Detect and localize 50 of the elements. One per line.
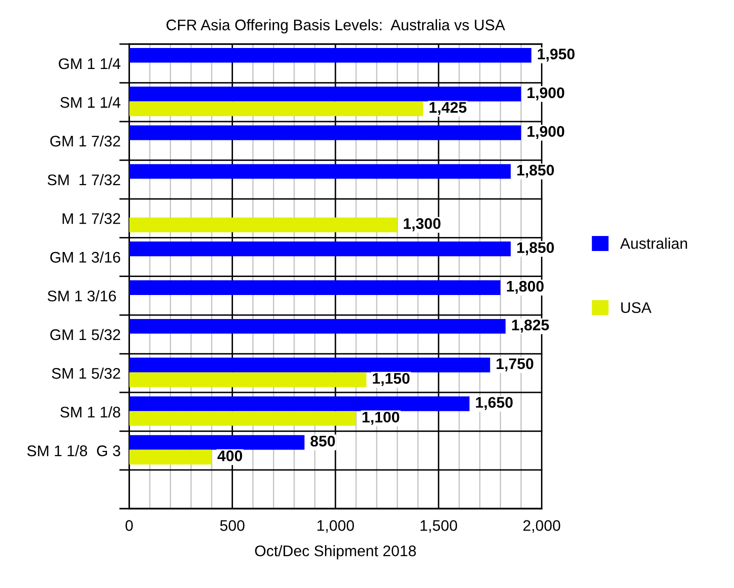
bar [129,280,500,295]
data-label: 1,825 [512,320,549,333]
bar [129,125,522,140]
data-label: 400 [217,450,242,462]
y-tick-label: GM 1 5/32 [50,328,120,340]
bar [129,218,398,232]
data-label: 1,650 [476,397,513,410]
bar [129,164,511,179]
x-tick-label: 1,000 [317,520,354,533]
bar [129,242,511,256]
bar [129,86,522,102]
y-tick-label: SM 1 1/8 [60,406,120,418]
y-tick-label: SM 1 3/16 [48,290,116,302]
x-tick-label: 2,000 [523,520,560,533]
legend-label: Australian [620,238,688,249]
data-label: 1,900 [528,87,564,100]
x-tick-label: 1,500 [420,520,458,533]
data-label: 1,850 [517,164,554,178]
y-tick-label: GM 1 3/16 [50,251,120,263]
data-label: 1,850 [517,242,554,256]
data-label: 1,900 [528,126,564,140]
y-tick-label: SM 1 1/8 G 3 [27,445,120,456]
bar [129,372,366,388]
x-axis-title: Oct/Dec Shipment 2018 [255,545,416,560]
x-tick-label: 500 [220,520,244,531]
data-label: 1,750 [496,358,534,372]
bar [129,450,212,464]
bar [129,358,490,372]
y-tick-label: M 1 7/32 [62,212,120,224]
data-label: 1,425 [430,102,466,116]
y-tick-label: GM 1 1/4 [58,58,120,70]
bar [129,101,424,116]
bar [129,411,356,426]
y-tick-label: SM 1 1/4 [60,96,120,108]
bar [129,48,532,63]
bar [129,318,506,334]
y-tick-label: GM 1 7/32 [50,135,120,147]
x-tick-label: 0 [126,520,133,531]
bar [129,435,304,450]
legend-label: USA [621,302,652,314]
data-label: 1,150 [372,373,410,386]
data-label: 850 [310,436,335,447]
data-label: 1,300 [404,218,440,232]
y-tick-label: SM 1 5/32 [52,368,120,379]
data-label: 1,950 [538,48,575,62]
y-tick-label: SM 1 7/32 [48,174,120,186]
data-label: 1,100 [362,412,400,425]
chart-title: CFR Asia Offering Basis Levels: Australia vs USA [166,19,506,34]
bar [129,396,470,412]
data-label: 1,800 [506,280,544,294]
